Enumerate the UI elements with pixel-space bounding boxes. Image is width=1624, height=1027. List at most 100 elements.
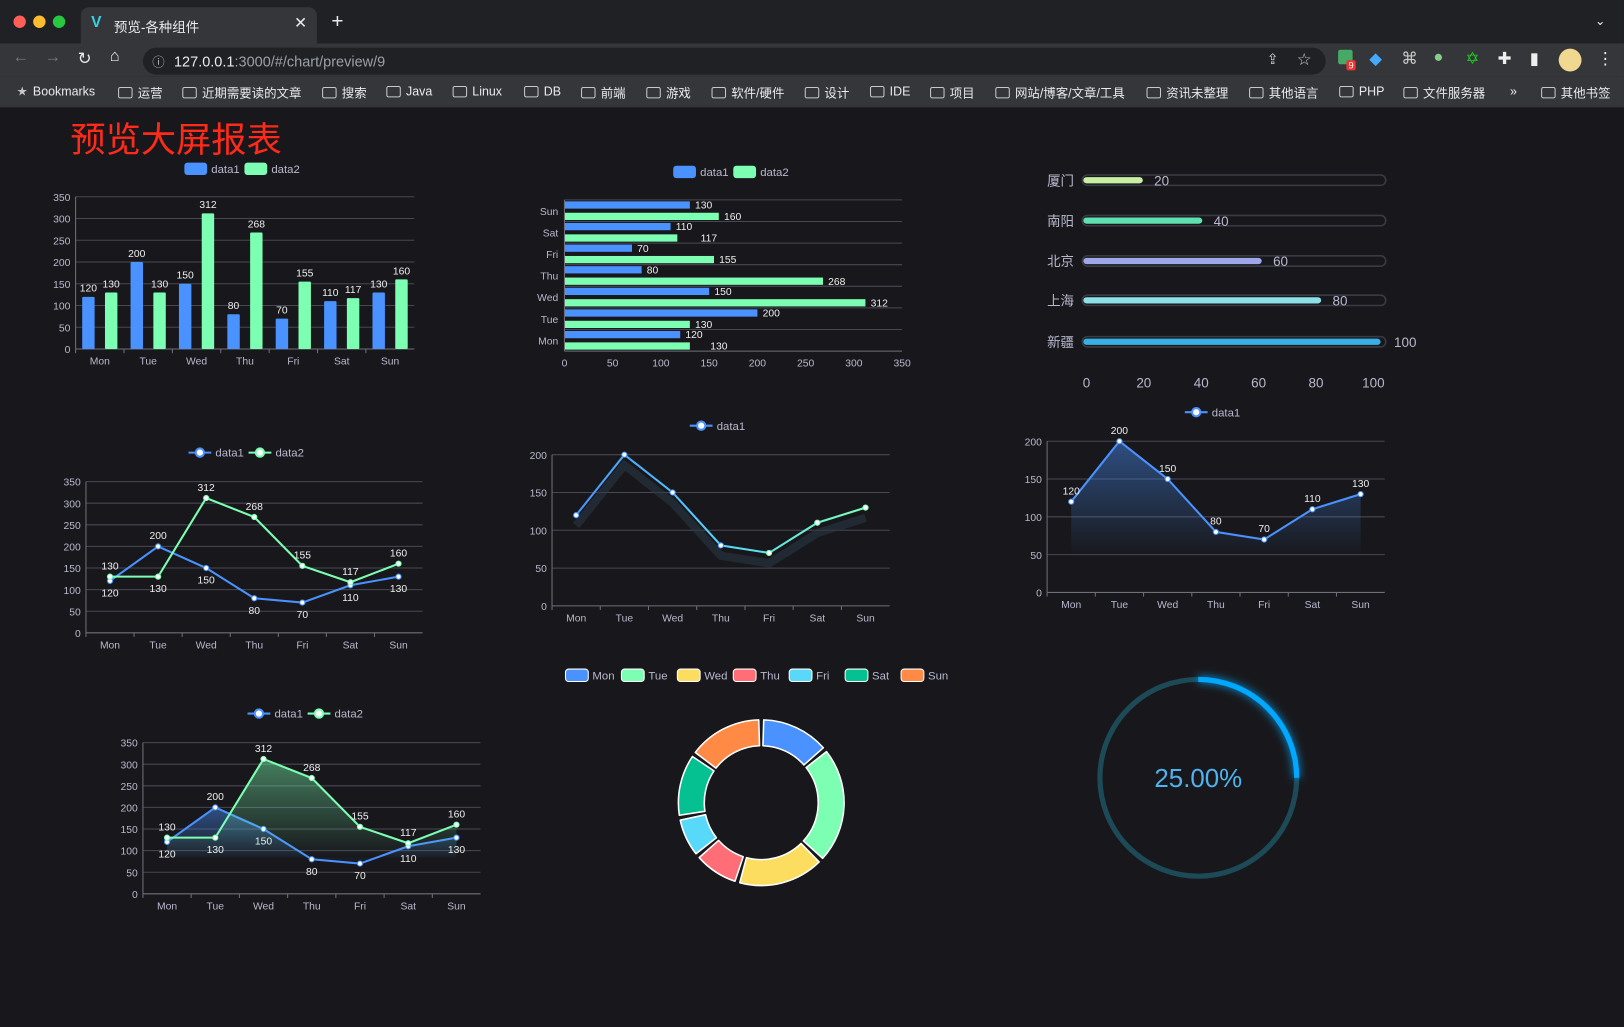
back-icon[interactable]: ← (12, 48, 29, 67)
area-data1 (1071, 441, 1361, 557)
legend-item-Tue[interactable]: Tue (620, 668, 668, 682)
legend-item-data1[interactable]: data1 (1184, 407, 1240, 419)
data-label: 130 (390, 584, 408, 595)
pie-slice-Sat[interactable] (677, 755, 715, 817)
y-tick-label: 200 (1025, 437, 1043, 448)
share-icon[interactable]: ⇪ (1266, 50, 1279, 68)
bookmark-folder[interactable]: PHP (1339, 84, 1384, 98)
y-tick-label: Thu (540, 272, 558, 283)
folder-icon (452, 85, 468, 97)
pie-slice-Wed[interactable] (738, 842, 820, 887)
x-tick-label: Wed (1157, 600, 1178, 611)
progress-label: 新疆 (1047, 335, 1074, 350)
bookmark-folder[interactable]: 运营 (118, 84, 163, 102)
more-bookmarks-button[interactable]: » (1510, 83, 1517, 99)
new-tab-button[interactable]: + (331, 10, 344, 34)
bookmark-folder[interactable]: 近期需要读的文章 (182, 84, 301, 102)
data-label: 200 (128, 249, 146, 260)
legend-label: data2 (760, 167, 788, 179)
bookmark-folder[interactable]: 搜索 (322, 84, 367, 102)
bookmark-label: 网站/博客/文章/工具 (1014, 85, 1125, 101)
legend-item-data1[interactable]: data1 (247, 708, 303, 721)
legend-label: Tue (648, 670, 667, 682)
y-tick-label: 0 (541, 602, 547, 613)
legend-item-Fri[interactable]: Fri (788, 668, 829, 682)
y-tick-label: 250 (53, 236, 71, 247)
data-label: 80 (228, 301, 240, 312)
forward-icon[interactable]: → (44, 48, 62, 67)
legend-item-data1[interactable]: data1 (689, 420, 745, 433)
legend-item-data1[interactable]: data1 (184, 162, 240, 176)
pie-slice-Mon[interactable] (762, 719, 825, 766)
legend-item-data2[interactable]: data2 (248, 447, 304, 460)
bookmark-label: 软件/硬件 (731, 85, 785, 101)
legend-label: data1 (215, 448, 243, 460)
folder-icon (524, 85, 539, 97)
bookmark-folder[interactable]: 文件服务器 (1403, 84, 1485, 102)
data-label: 130 (1352, 479, 1370, 490)
legend-item-data2[interactable]: data2 (244, 162, 300, 176)
y-tick-label: 150 (1025, 475, 1043, 486)
other-bookmarks-folder[interactable]: 其他书签 (1541, 84, 1611, 102)
minimize-window-button[interactable] (33, 15, 46, 28)
bookmark-folder[interactable]: Linux (452, 84, 502, 98)
legend-item-Wed[interactable]: Wed (676, 668, 727, 682)
close-tab-icon[interactable]: ✕ (294, 14, 308, 33)
legend-item-Sat[interactable]: Sat (844, 668, 890, 682)
gem-extension-icon[interactable]: ◆ (1369, 50, 1382, 69)
bookmark-folder[interactable]: Java (386, 84, 432, 98)
bar-data2-Sun (564, 212, 719, 221)
bar-data2-Sat (346, 298, 360, 350)
avatar[interactable] (1558, 48, 1582, 72)
pie-slice-Tue[interactable] (802, 750, 845, 860)
menu-icon[interactable]: ⋮ (1597, 50, 1614, 69)
data-point (299, 599, 306, 606)
maximize-window-button[interactable] (52, 15, 66, 28)
bar-data1-Fri (275, 318, 289, 350)
bookmark-folder[interactable]: 游戏 (646, 84, 691, 102)
bookmark-folder[interactable]: 前端 (581, 84, 626, 102)
legend-item-Sun[interactable]: Sun (900, 668, 948, 682)
reload-icon[interactable]: ↻ (77, 50, 92, 69)
bookmark-folder[interactable]: DB (524, 84, 561, 98)
legend-item-data1[interactable]: data1 (188, 447, 244, 460)
pie-slice-Fri[interactable] (679, 813, 718, 855)
browser-tab[interactable]: V 预览-各种组件 ✕ (80, 7, 317, 44)
bookmark-folder[interactable]: 网站/博客/文章/工具 (995, 84, 1125, 102)
data-point (251, 595, 258, 602)
legend-item-data2[interactable]: data2 (307, 708, 363, 721)
legend-item-data1[interactable]: data1 (673, 165, 729, 179)
y-tick-label: 100 (64, 586, 82, 597)
bookmark-folder[interactable]: 其他语言 (1249, 84, 1318, 102)
data-label: 268 (828, 277, 846, 288)
star-extension-icon[interactable]: ✡ (1465, 50, 1480, 69)
bookmark-folder[interactable]: 项目 (930, 84, 975, 102)
y-tick-label: Mon (538, 336, 558, 347)
x-tick-label: Sat (334, 357, 350, 368)
tab-search-chevron-icon[interactable]: ⌄ (1594, 13, 1606, 28)
close-window-button[interactable] (13, 15, 26, 28)
x-tick-label: Thu (712, 613, 730, 624)
legend-item-data2[interactable]: data2 (733, 165, 789, 179)
puzzle-icon[interactable]: ✚ (1497, 50, 1512, 69)
address-bar[interactable]: ⓘ 127.0.0.1:3000/#/chart/preview/9 ⇪ ☆ (142, 47, 1326, 75)
bar-data1-Sat (564, 222, 671, 231)
bookmark-folder[interactable]: 设计 (804, 84, 849, 102)
bookmark-star-icon[interactable]: ☆ (1296, 51, 1312, 70)
x-tick-label: Tue (207, 901, 225, 912)
pie-slice-Thu[interactable] (698, 839, 744, 883)
side-panel-icon[interactable]: ▮ (1529, 50, 1539, 69)
bookmark-folder[interactable]: 资讯未整理 (1146, 84, 1228, 102)
info-icon: ⓘ (152, 54, 165, 70)
extension-icon[interactable]: ⌘ (1401, 50, 1418, 69)
legend-item-Mon[interactable]: Mon (564, 668, 615, 682)
bookmarks-menu[interactable]: ★ Bookmarks (17, 84, 96, 98)
extension-icon[interactable]: ● (1433, 48, 1444, 67)
bookmark-folder[interactable]: IDE (869, 84, 910, 98)
bar-data1-Wed (564, 287, 710, 296)
home-icon[interactable]: ⌂ (109, 47, 120, 66)
pie-slice-Sun[interactable] (694, 719, 761, 769)
bookmark-folder[interactable]: 软件/硬件 (711, 84, 785, 102)
x-tick-label: Fri (296, 640, 308, 651)
legend-item-Thu[interactable]: Thu (732, 668, 780, 682)
